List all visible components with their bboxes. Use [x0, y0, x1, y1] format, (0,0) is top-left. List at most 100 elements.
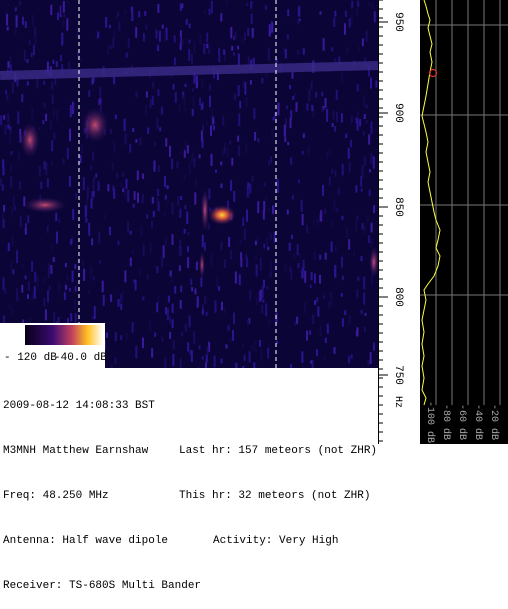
- noise-speck: [269, 232, 272, 241]
- noise-speck: [45, 162, 48, 176]
- noise-speck: [21, 284, 24, 293]
- noise-speck: [364, 327, 366, 333]
- noise-speck: [205, 311, 208, 316]
- noise-speck: [179, 39, 182, 51]
- noise-speck: [326, 323, 329, 334]
- noise-speck: [36, 274, 39, 287]
- noise-speck: [122, 188, 125, 193]
- noise-speck: [99, 97, 102, 104]
- noise-speck: [191, 154, 194, 163]
- noise-speck: [314, 273, 316, 284]
- noise-speck: [368, 169, 371, 173]
- noise-speck: [322, 38, 325, 51]
- noise-speck: [321, 91, 324, 97]
- noise-speck: [239, 100, 242, 109]
- meteor-echo: [369, 246, 379, 278]
- noise-speck: [17, 150, 20, 161]
- noise-speck: [289, 118, 292, 129]
- noise-speck: [213, 355, 216, 368]
- noise-speck: [338, 56, 341, 65]
- noise-speck: [93, 306, 96, 319]
- noise-speck: [82, 177, 85, 191]
- noise-speck: [7, 2, 10, 7]
- noise-speck: [365, 120, 368, 124]
- noise-speck: [152, 81, 155, 89]
- noise-speck: [276, 178, 279, 184]
- noise-speck: [157, 296, 160, 303]
- noise-speck: [299, 253, 302, 258]
- noise-speck: [346, 46, 349, 54]
- noise-speck: [178, 104, 181, 113]
- noise-speck: [315, 92, 318, 98]
- noise-speck: [4, 288, 7, 294]
- noise-speck: [335, 89, 338, 100]
- noise-speck: [282, 47, 285, 53]
- noise-speck: [95, 173, 98, 178]
- noise-speck: [198, 345, 201, 350]
- noise-speck: [187, 246, 189, 252]
- noise-speck: [131, 8, 134, 21]
- noise-speck: [90, 266, 93, 279]
- noise-speck: [194, 192, 197, 205]
- noise-speck: [21, 264, 24, 269]
- level-label: -60 dB: [456, 404, 468, 440]
- noise-speck: [260, 349, 263, 362]
- noise-speck: [46, 178, 49, 188]
- noise-speck: [174, 92, 177, 103]
- noise-speck: [241, 39, 244, 44]
- noise-speck: [326, 151, 329, 159]
- noise-speck: [326, 109, 329, 122]
- noise-speck: [14, 7, 17, 12]
- noise-speck: [177, 196, 180, 206]
- noise-speck: [90, 198, 93, 209]
- noise-speck: [206, 346, 209, 354]
- noise-speck: [113, 76, 116, 85]
- noise-speck: [312, 107, 315, 119]
- noise-speck: [358, 46, 361, 51]
- noise-speck: [164, 194, 167, 200]
- noise-speck: [19, 215, 22, 228]
- frequency-label: 850: [392, 197, 404, 217]
- noise-speck: [333, 17, 336, 27]
- noise-speck: [284, 265, 287, 272]
- noise-speck: [208, 45, 211, 55]
- noise-speck: [73, 286, 76, 295]
- noise-speck: [34, 35, 37, 45]
- noise-speck: [319, 274, 321, 284]
- noise-speck: [238, 145, 241, 157]
- noise-speck: [232, 52, 235, 56]
- noise-speck: [208, 49, 211, 53]
- noise-speck: [362, 95, 365, 107]
- noise-speck: [370, 238, 373, 248]
- noise-speck: [290, 269, 293, 280]
- noise-speck: [195, 261, 198, 271]
- noise-speck: [121, 291, 124, 302]
- meteor-echo: [199, 251, 205, 279]
- noise-speck: [10, 176, 13, 188]
- noise-speck: [146, 214, 149, 219]
- noise-speck: [145, 91, 148, 98]
- noise-speck: [184, 205, 187, 210]
- noise-speck: [138, 268, 141, 276]
- noise-speck: [334, 245, 337, 253]
- noise-speck: [242, 80, 245, 89]
- noise-speck: [141, 194, 144, 204]
- noise-speck: [6, 14, 9, 26]
- noise-speck: [34, 27, 37, 39]
- noise-speck: [356, 111, 359, 123]
- noise-speck: [46, 61, 49, 74]
- noise-speck: [291, 195, 294, 200]
- noise-speck: [239, 239, 242, 245]
- noise-speck: [51, 94, 54, 105]
- noise-speck: [123, 186, 126, 191]
- noise-speck: [186, 145, 189, 154]
- noise-speck: [193, 40, 196, 54]
- noise-speck: [7, 61, 10, 69]
- noise-speck: [56, 231, 58, 244]
- noise-speck: [72, 103, 75, 113]
- noise-speck: [275, 58, 278, 63]
- noise-speck: [298, 18, 301, 22]
- noise-speck: [159, 127, 162, 132]
- noise-speck: [183, 150, 186, 158]
- noise-speck: [165, 27, 168, 41]
